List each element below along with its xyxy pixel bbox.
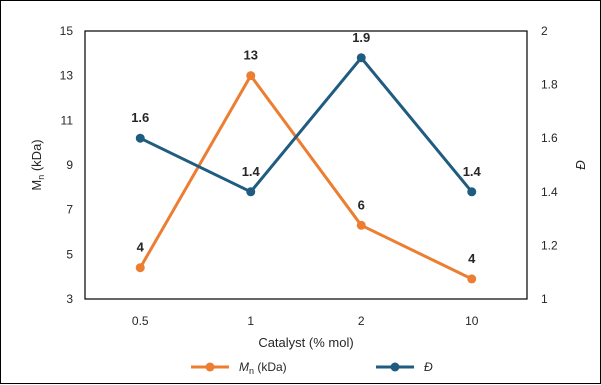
data-point [135, 263, 145, 273]
x-tick-label: 10 [465, 314, 479, 328]
legend-marker [390, 362, 400, 372]
data-label: 1.9 [352, 30, 370, 45]
y-left-axis-title-suffix: (kDa) [29, 139, 44, 174]
legend-label: Đ [424, 360, 433, 374]
y-right-tick-label: 1 [541, 292, 548, 306]
legend-marker [205, 362, 215, 372]
data-point [246, 71, 256, 81]
y-left-axis-title-sub: n [36, 175, 46, 180]
y-left-tick-label: 5 [66, 247, 73, 261]
x-tick-label: 0.5 [132, 314, 149, 328]
data-point [467, 274, 477, 284]
y-right-tick-label: 1.2 [541, 238, 558, 252]
data-label: 4 [468, 251, 476, 266]
x-tick-label: 1 [247, 314, 254, 328]
legend: Mn (kDa) Đ [191, 360, 433, 376]
legend-label-sub: n [249, 366, 254, 376]
series-line-1 [138, 56, 474, 194]
y-right-axis-title: Đ [573, 160, 588, 170]
y-left-tick-label: 3 [66, 292, 73, 306]
legend-label-suffix: (kDa) [254, 360, 287, 374]
y-left-tick-label: 9 [66, 158, 73, 172]
y-left-tick-label: 7 [66, 203, 73, 217]
y-left-axis-title-main: M [29, 180, 44, 191]
data-point [356, 220, 366, 230]
data-point [467, 187, 477, 197]
y-left-tick-label: 11 [61, 113, 74, 127]
x-tick-label: 2 [358, 314, 365, 328]
y-right-tick-label: 1.4 [541, 185, 558, 199]
y-left-axis-title: Mn (kDa) [29, 139, 46, 190]
y-right-tick-label: 1.6 [541, 131, 558, 145]
legend-label-main: M [239, 360, 249, 374]
series-line-0 [138, 74, 474, 281]
data-label: 1.4 [463, 164, 482, 179]
y-left-tick-label: 15 [60, 24, 74, 38]
axes: 3 5 7 9 11 13 15 1 1.2 1.4 1.6 1.8 2 0.5 1 2 10 Catalyst … [29, 24, 588, 350]
legend-label: Mn (kDa) [239, 360, 287, 376]
data-point [246, 187, 256, 197]
data-label: 4 [137, 240, 145, 255]
plot-area-border [84, 30, 528, 300]
series [135, 53, 477, 284]
data-point [135, 133, 145, 143]
data-label: 1.4 [242, 164, 261, 179]
y-right-tick-label: 1.8 [541, 78, 558, 92]
data-labels: 4 13 6 4 1.6 1.4 1.9 1.4 [131, 30, 481, 266]
data-label: 1.6 [131, 110, 149, 125]
y-left-tick-label: 13 [60, 69, 74, 83]
data-point [356, 53, 366, 63]
data-label: 13 [244, 48, 258, 63]
data-label: 6 [358, 197, 365, 212]
x-axis-title: Catalyst (% mol) [258, 335, 353, 350]
y-right-tick-label: 2 [541, 24, 548, 38]
